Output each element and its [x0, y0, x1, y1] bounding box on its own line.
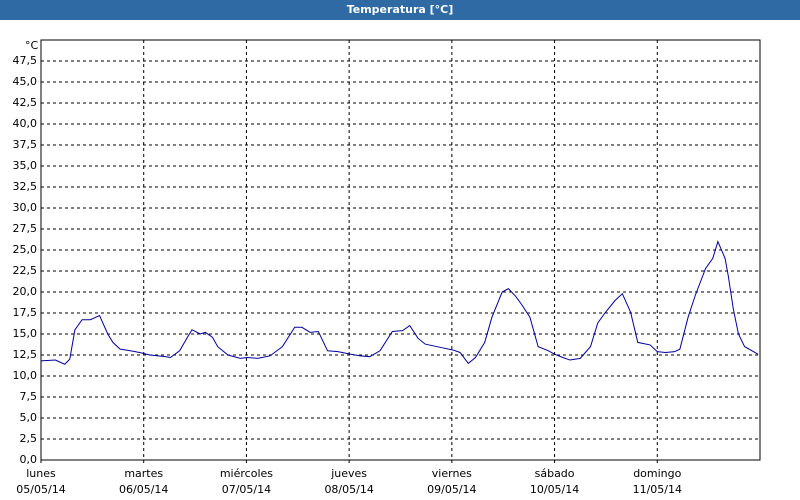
x-tick-label: 07/05/14: [222, 483, 271, 496]
y-tick-label: 47,5: [13, 54, 38, 67]
y-tick-label: 35,0: [13, 159, 38, 172]
x-tick-label: 05/05/14: [16, 483, 65, 496]
plot-frame: [40, 39, 761, 461]
x-tick-label: 10/05/14: [530, 483, 579, 496]
temperature-line: [40, 240, 759, 365]
y-tick-label: 42,5: [13, 96, 38, 109]
x-tick-label: viernes: [432, 467, 472, 480]
y-tick-label: 20,0: [13, 285, 38, 298]
chart: °C 0,0 2,5 5,0 7,5 10,0 12,5 15,0 17,5 20,0 22,5 2…: [13, 39, 761, 496]
x-tick-label: martes: [124, 467, 163, 480]
y-tick-label: 7,5: [20, 390, 38, 403]
y-tick-label: 22,5: [13, 264, 38, 277]
y-tick-label: 40,0: [13, 117, 38, 130]
x-tick-label: jueves: [330, 467, 367, 480]
y-tick-label: 27,5: [13, 222, 38, 235]
x-tick-label: 09/05/14: [427, 483, 476, 496]
y-tick-label: 32,5: [13, 180, 38, 193]
x-tick-label: 11/05/14: [633, 483, 682, 496]
x-tick-label: 06/05/14: [119, 483, 168, 496]
x-tick-label: domingo: [633, 467, 681, 480]
window-title: Temperatura [°C]: [0, 0, 800, 20]
y-tick-label: 37,5: [13, 138, 38, 151]
x-tick-label: miércoles: [220, 467, 273, 480]
y-tick-label: 0,0: [20, 453, 38, 466]
y-tick-label: 17,5: [13, 306, 38, 319]
y-tick-label: 45,0: [13, 75, 38, 88]
y-tick-label: 2,5: [20, 432, 38, 445]
y-tick-label: 12,5: [13, 348, 38, 361]
x-tick-label: sábado: [535, 467, 575, 480]
y-tick-label: 30,0: [13, 201, 38, 214]
x-tick-label: 08/05/14: [324, 483, 373, 496]
x-tick-label: lunes: [26, 467, 56, 480]
y-tick-label: 15,0: [13, 327, 38, 340]
y-tick-label: 25,0: [13, 243, 38, 256]
y-tick-label: 5,0: [20, 411, 38, 424]
y-tick-label: 10,0: [13, 369, 38, 382]
y-unit: °C: [25, 39, 39, 52]
